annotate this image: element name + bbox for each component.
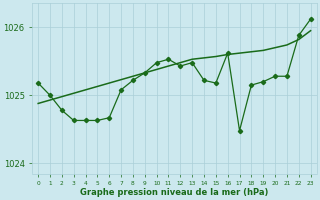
X-axis label: Graphe pression niveau de la mer (hPa): Graphe pression niveau de la mer (hPa) [80, 188, 268, 197]
